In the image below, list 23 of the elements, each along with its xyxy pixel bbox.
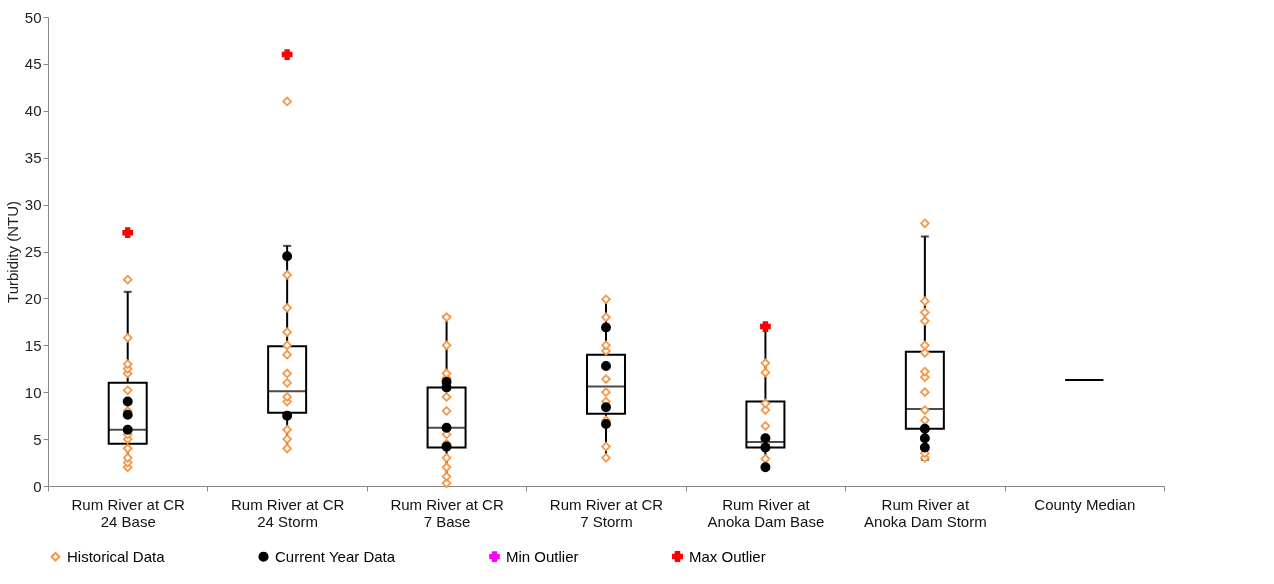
legend-label: Max Outlier <box>689 547 766 565</box>
legend-label: Min Outlier <box>506 547 579 565</box>
legend-label: Historical Data <box>67 547 166 565</box>
x-tick-label: Rum River at Anoka Dam Storm <box>864 495 987 530</box>
y-tick-label: 5 <box>33 430 42 448</box>
y-tick-label: 15 <box>24 336 42 354</box>
x-tick-label: Rum River at Anoka Dam Base <box>707 495 825 530</box>
y-tick-label: 10 <box>24 383 42 401</box>
y-tick-label: 40 <box>24 102 42 120</box>
x-tick-label: Rum River at CR 7 Base <box>390 495 504 530</box>
y-tick-label: 35 <box>24 149 42 167</box>
y-tick-label: 50 <box>24 8 42 26</box>
x-tick-label: County Median <box>1034 495 1136 513</box>
y-tick-label: 20 <box>24 289 42 307</box>
x-tick-label: Rum River at CR 24 Storm <box>230 495 345 530</box>
y-axis-title: Turbidity (NTU) <box>3 201 21 303</box>
y-tick-label: 0 <box>33 477 42 495</box>
legend-label: Current Year Data <box>275 547 396 565</box>
y-tick-label: 30 <box>24 196 42 214</box>
y-tick-label: 25 <box>24 243 42 260</box>
y-tick-label: 45 <box>24 55 42 73</box>
x-tick-label: Rum River at CR 7 Storm <box>549 495 664 530</box>
x-tick-label: Rum River at CR 24 Base <box>71 495 186 530</box>
